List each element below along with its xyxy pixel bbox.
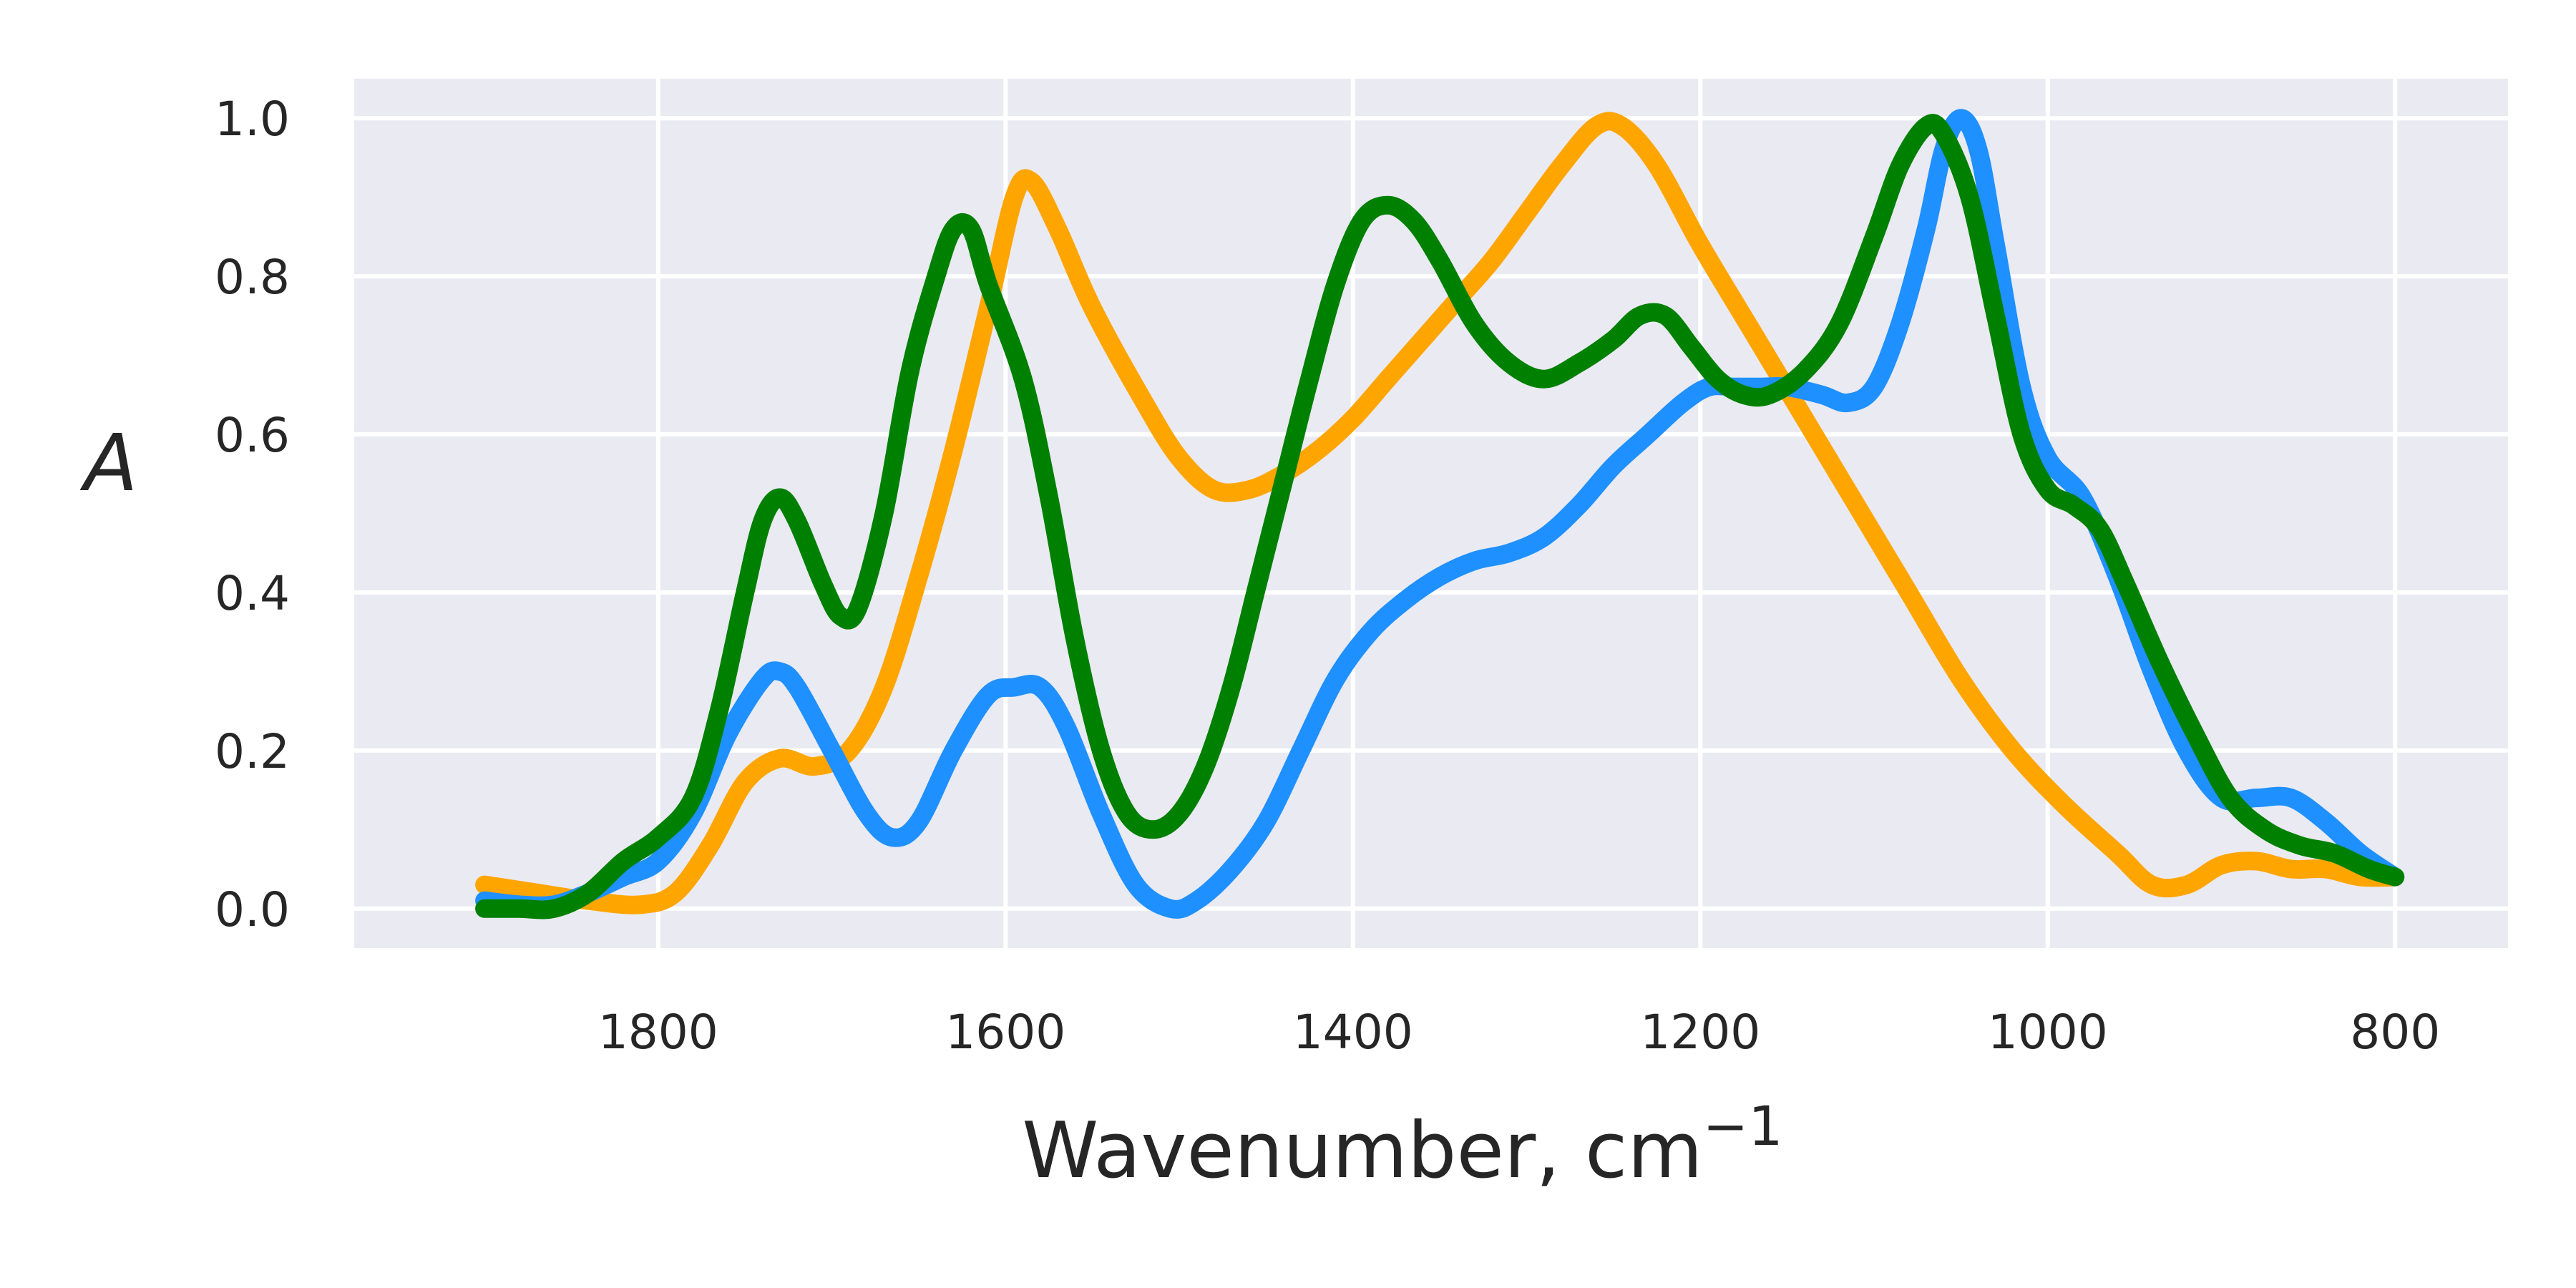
x-tick-label: 1600 xyxy=(945,1005,1065,1060)
y-axis-label: A xyxy=(79,417,137,509)
y-tick-label: 0.6 xyxy=(215,408,290,463)
series-line-2 xyxy=(475,109,2405,919)
x-tick-label: 800 xyxy=(2350,1005,2440,1060)
y-tick-label: 0.0 xyxy=(215,882,290,937)
x-axis-label-superscript: −1 xyxy=(1703,1094,1783,1158)
y-tick-label: 0.2 xyxy=(215,724,290,779)
y-tick-label: 0.8 xyxy=(215,250,290,305)
y-tick-label: 0.4 xyxy=(215,566,290,621)
series-line-1 xyxy=(475,112,2405,914)
plot-background xyxy=(354,79,2508,948)
x-axis-label: Wavenumber, cm−1 xyxy=(1022,1094,1782,1196)
series-lines xyxy=(475,109,2405,919)
x-tick-label: 1000 xyxy=(1988,1005,2108,1060)
series-line-3 xyxy=(475,114,2405,919)
y-tick-label: 1.0 xyxy=(215,92,290,147)
y-tick-labels: 0.0 0.2 0.4 0.6 0.8 1.0 xyxy=(215,92,290,937)
x-tick-label: 1800 xyxy=(598,1005,718,1060)
x-tick-label: 1400 xyxy=(1293,1005,1413,1060)
x-tick-labels: 1800 1600 1400 1200 1000 800 xyxy=(598,1005,2440,1060)
x-axis-label-text: Wavenumber, cm xyxy=(1022,1106,1702,1196)
x-tick-label: 1200 xyxy=(1640,1005,1760,1060)
